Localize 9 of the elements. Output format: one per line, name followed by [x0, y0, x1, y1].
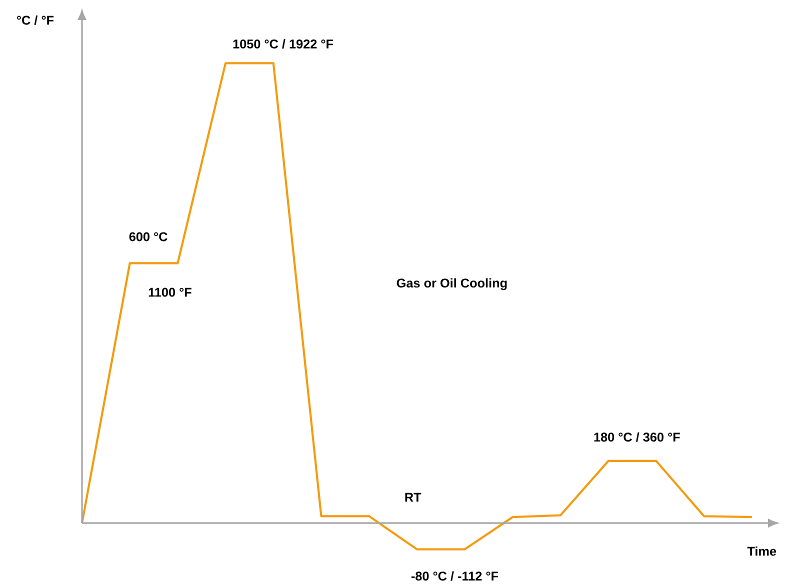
- annotation: Gas or Oil Cooling: [396, 278, 507, 290]
- annotation: RT: [405, 492, 422, 502]
- text: -80 °C / -112 °F: [411, 571, 498, 581]
- y-axis-title: °C / °F: [17, 15, 54, 25]
- annotation: 180 °C / 360 °F: [594, 432, 680, 442]
- annotation: 600 °C: [129, 232, 168, 242]
- annotation: 1100 °F: [148, 288, 192, 297]
- x-axis-title: Time: [747, 546, 776, 556]
- text: 1050 °C / 1922 °F: [233, 39, 334, 49]
